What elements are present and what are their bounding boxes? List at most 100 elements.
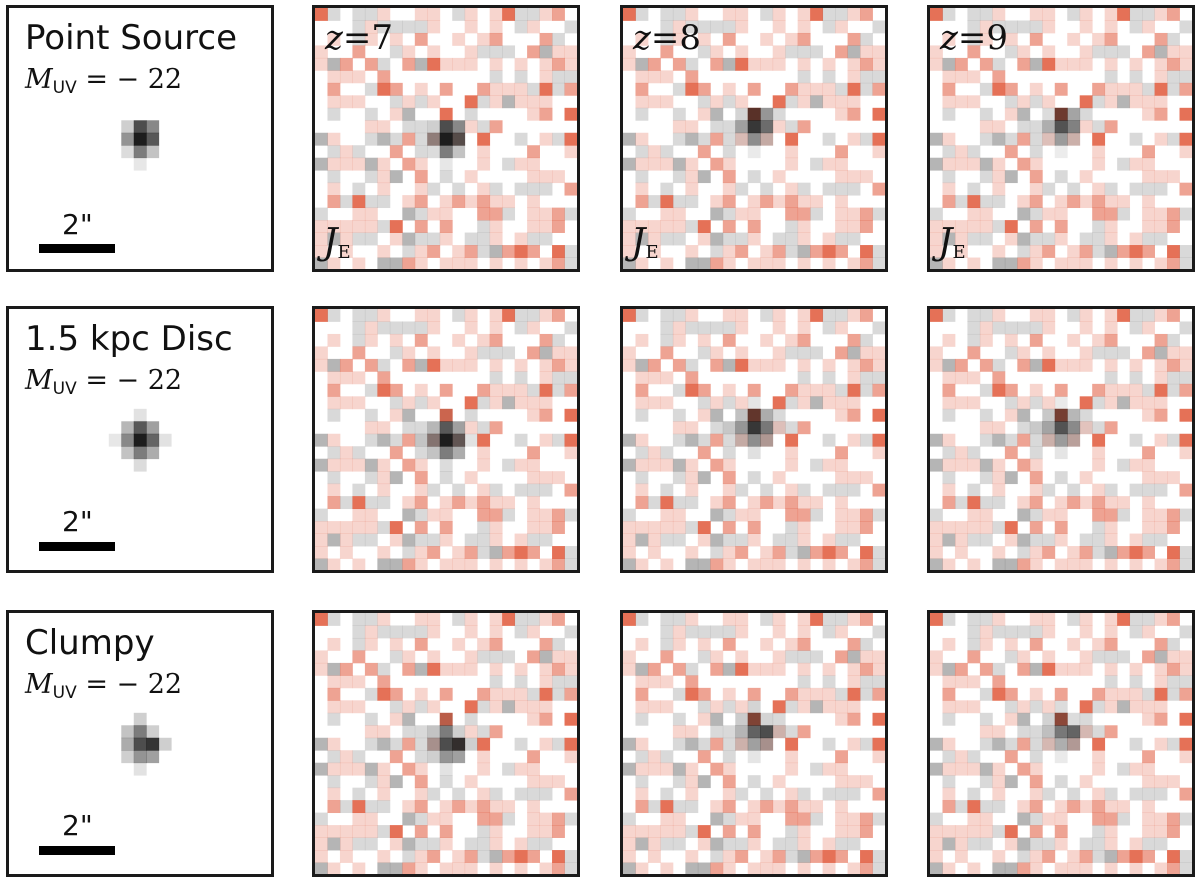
pixel	[552, 309, 565, 322]
pixel	[847, 812, 861, 826]
z-value: =9	[957, 18, 1009, 58]
pixel	[967, 825, 981, 838]
pixel	[979, 800, 993, 814]
pixel	[1142, 82, 1155, 96]
pixel	[647, 533, 661, 547]
pixel	[1092, 800, 1106, 814]
pixel	[1142, 408, 1155, 422]
pixel	[414, 558, 428, 570]
row2-z9-panel	[927, 306, 1195, 573]
pixel	[992, 625, 1006, 639]
pixel	[539, 662, 553, 676]
pixel	[452, 145, 466, 159]
pixel	[315, 132, 328, 146]
pixel	[1142, 245, 1155, 258]
pixel	[835, 483, 848, 497]
pixel	[967, 508, 981, 522]
pixel	[1167, 812, 1180, 826]
pixel	[1129, 687, 1143, 701]
pixel	[847, 558, 861, 570]
pixel	[1154, 650, 1168, 664]
pixel	[539, 712, 553, 726]
pixel	[377, 358, 391, 372]
pixel	[439, 558, 453, 570]
pixel	[1104, 8, 1118, 21]
band-subscript: E	[645, 242, 659, 263]
pixel	[797, 625, 811, 639]
pixel	[1092, 533, 1106, 547]
pixel	[552, 45, 565, 59]
pixel	[979, 521, 993, 534]
pixel	[685, 8, 699, 21]
pixel	[389, 107, 403, 121]
pixel	[872, 371, 885, 385]
pixel	[1042, 508, 1056, 522]
pixel	[847, 207, 861, 221]
pixel	[635, 371, 649, 385]
pixel	[527, 220, 540, 233]
pixel	[1179, 546, 1192, 559]
pixel	[1104, 232, 1118, 246]
pixel	[785, 245, 799, 258]
pixel	[1054, 257, 1068, 269]
pixel	[414, 458, 428, 472]
pixel	[489, 245, 503, 258]
pixel	[339, 245, 353, 258]
pixel	[514, 458, 528, 472]
noise-image	[930, 8, 1192, 269]
pixel	[660, 20, 674, 34]
pixel	[835, 700, 848, 714]
pixel	[722, 421, 736, 435]
pixel	[942, 471, 956, 485]
pixel	[1079, 546, 1093, 559]
pixel	[1092, 207, 1106, 221]
pixel	[1029, 333, 1043, 347]
pixel	[942, 483, 956, 497]
pixel	[942, 195, 956, 209]
pixel	[489, 521, 503, 534]
pixel	[1142, 170, 1155, 184]
pixel	[623, 546, 636, 559]
pixel	[514, 700, 528, 714]
pixel	[672, 825, 686, 838]
pixel	[402, 346, 416, 360]
pixel	[735, 812, 749, 826]
pixel	[747, 408, 761, 422]
pixel	[464, 496, 478, 510]
pixel	[527, 396, 540, 410]
pixel	[564, 625, 577, 639]
pixel	[477, 120, 491, 134]
pixel	[954, 245, 968, 258]
pixel	[402, 625, 416, 639]
pixel	[1154, 82, 1168, 96]
pixel	[647, 157, 661, 171]
source-image	[121, 712, 172, 776]
pixel	[1104, 625, 1118, 639]
pixel	[477, 687, 491, 701]
pixel	[860, 825, 873, 838]
pixel	[439, 57, 453, 71]
pixel	[1017, 862, 1031, 874]
pixel	[1179, 650, 1192, 664]
pixel	[835, 321, 848, 335]
pixel	[747, 812, 761, 826]
pixel	[847, 232, 861, 246]
noise-image	[623, 8, 885, 269]
pixel	[835, 625, 848, 639]
pixel	[760, 257, 774, 269]
pixel	[967, 32, 981, 46]
pixel	[377, 737, 391, 751]
pixel	[623, 220, 636, 233]
pixel	[1017, 737, 1031, 751]
pixel	[992, 157, 1006, 171]
pixel	[327, 712, 341, 726]
pixel	[1029, 458, 1043, 472]
pixel	[1167, 521, 1180, 534]
pixel	[685, 182, 699, 196]
pixel	[1154, 712, 1168, 726]
pixel	[660, 862, 674, 874]
pixel	[1042, 207, 1056, 221]
pixel	[377, 57, 391, 71]
pixel	[685, 132, 699, 146]
pixel	[942, 145, 956, 159]
